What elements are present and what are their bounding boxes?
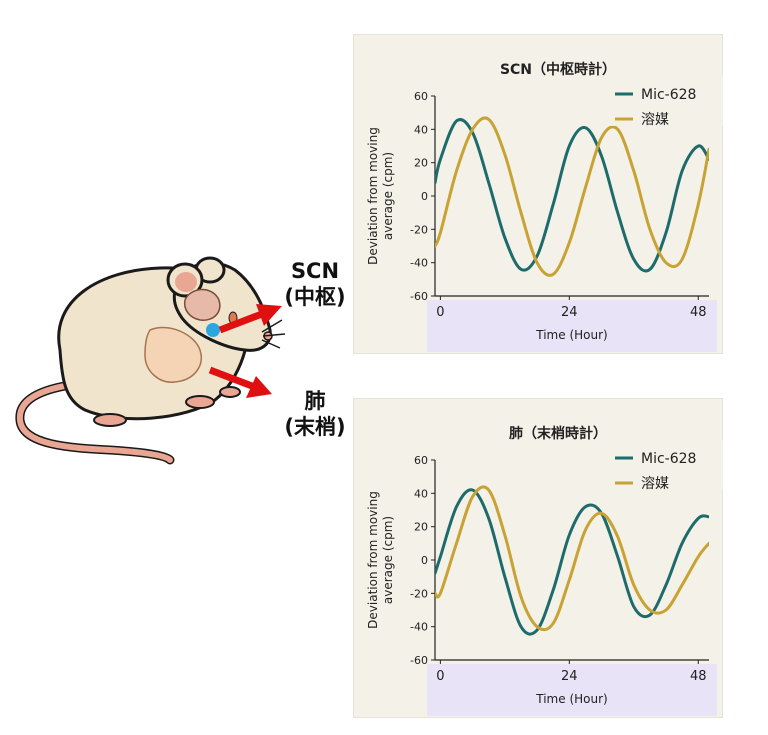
chart-title: 肺（末梢時計） <box>509 425 607 442</box>
legend-label: Mic-628 <box>641 451 696 467</box>
x-tick-label: 48 <box>690 669 707 684</box>
lung-chart: 肺（末梢時計） -60 -40 -20 0 20 40 60 0 24 48 Time (Hour) D… <box>353 398 723 718</box>
x-tick-label: 24 <box>561 305 578 320</box>
y-tick-label: -40 <box>410 257 428 270</box>
series-line-vehicle <box>435 116 709 277</box>
x-axis-band <box>427 300 717 352</box>
x-tick-label: 0 <box>436 669 444 684</box>
y-tick-label: 60 <box>414 454 428 467</box>
y-tick-label: 20 <box>414 157 428 170</box>
y-axis-label: Deviation from moving <box>366 127 380 265</box>
legend-label: 溶媒 <box>641 112 669 128</box>
x-tick-label: 48 <box>690 305 707 320</box>
chart-title: SCN（中枢時計） <box>500 61 616 78</box>
y-tick-label: 40 <box>414 123 428 136</box>
y-tick-label: -20 <box>410 223 428 236</box>
lung-sub-label: (末梢) <box>284 415 345 439</box>
y-tick-label: 60 <box>414 90 428 103</box>
x-tick-label: 0 <box>436 305 444 320</box>
scn-arrow <box>218 304 282 334</box>
y-tick-label: -60 <box>410 654 428 667</box>
y-axis-label-line2: average (cpm) <box>381 516 395 604</box>
scn-marker <box>206 323 220 337</box>
lung-icon <box>144 326 202 383</box>
scn-sub-label: (中枢) <box>284 285 345 309</box>
y-tick-label: 0 <box>421 190 428 203</box>
x-tick-label: 24 <box>561 669 578 684</box>
series-line-mic628 <box>435 488 709 636</box>
y-tick-label: -20 <box>410 587 428 600</box>
y-axis-label-line2: average (cpm) <box>381 152 395 240</box>
y-tick-label: 40 <box>414 487 428 500</box>
y-tick-label: 0 <box>421 554 428 567</box>
x-axis-band <box>427 664 717 716</box>
legend-label: 溶媒 <box>641 476 669 492</box>
brain-icon <box>183 288 221 321</box>
x-axis-label: Time (Hour) <box>535 328 607 342</box>
series-line-vehicle <box>435 485 709 632</box>
lung-arrow <box>208 366 272 398</box>
x-axis-label: Time (Hour) <box>535 692 607 706</box>
legend-label: Mic-628 <box>641 87 696 103</box>
y-tick-label: -40 <box>410 621 428 634</box>
scn-chart: SCN（中枢時計） -60 -40 -20 0 20 40 60 0 24 48 Time (Hour… <box>353 34 723 354</box>
y-tick-label: 20 <box>414 521 428 534</box>
series-line-mic628 <box>435 118 709 273</box>
y-tick-label: -60 <box>410 290 428 303</box>
lung-label: 肺 <box>305 389 326 413</box>
y-axis-label: Deviation from moving <box>366 491 380 629</box>
scn-label: SCN <box>291 259 339 283</box>
